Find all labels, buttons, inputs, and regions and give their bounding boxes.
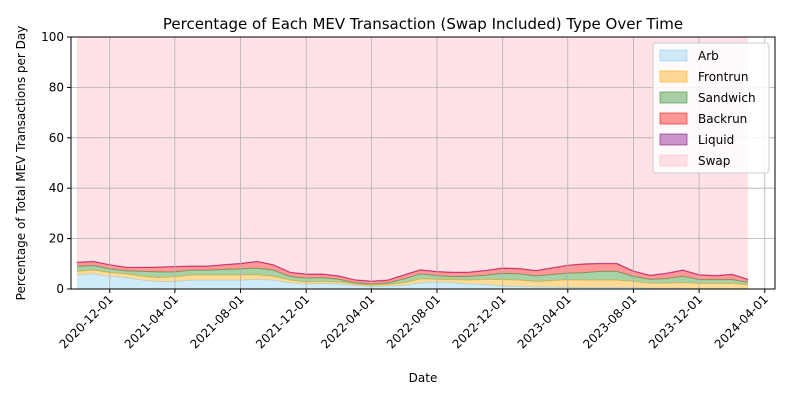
chart-title: Percentage of Each MEV Transaction (Swap… xyxy=(163,15,683,33)
area-edge-arb xyxy=(76,273,749,289)
y-axis-label: Percentage of Total MEV Transactions per… xyxy=(14,26,28,301)
y-tick-label: 60 xyxy=(49,131,64,145)
axes xyxy=(70,36,776,290)
stacked-areas xyxy=(76,36,749,289)
legend-swatch-frontrun xyxy=(659,70,688,83)
legend-box xyxy=(652,42,770,174)
y-axis-ticks: 0 20 40 60 80 100 xyxy=(41,30,71,296)
legend-label-frontrun: Frontrun xyxy=(698,70,749,84)
legend-label-swap: Swap xyxy=(698,154,730,168)
area-edge-frontrun xyxy=(76,269,749,286)
area-sandwich xyxy=(76,265,749,286)
x-axis-label: Date xyxy=(409,371,438,385)
legend-swatch-sandwich xyxy=(659,91,688,104)
legend-swatch-arb xyxy=(659,49,688,62)
y-tick-label: 40 xyxy=(49,181,64,195)
y-tick-label: 100 xyxy=(41,30,64,44)
area-swap xyxy=(76,37,749,281)
y-tick-label: 20 xyxy=(49,232,64,246)
area-edge-sandwich xyxy=(76,265,749,285)
area-arb xyxy=(76,273,749,289)
legend-label-backrun: Backrun xyxy=(698,112,747,126)
legend-swatch-backrun xyxy=(659,112,688,125)
area-frontrun xyxy=(76,270,749,289)
legend-label-liquid: Liquid xyxy=(698,133,734,147)
legend-swatch-liquid xyxy=(659,133,688,146)
area-edge-liquid xyxy=(76,260,749,282)
legend-label-sandwich: Sandwich xyxy=(698,91,756,105)
legend-swatch-swap xyxy=(659,154,688,167)
y-tick-label: 80 xyxy=(49,80,64,94)
legend: Arb Frontrun Sandwich Backrun Liquid Swap xyxy=(652,42,770,174)
y-tick-label: 0 xyxy=(56,282,64,296)
legend-label-arb: Arb xyxy=(698,49,719,63)
axes-frame xyxy=(70,36,776,290)
